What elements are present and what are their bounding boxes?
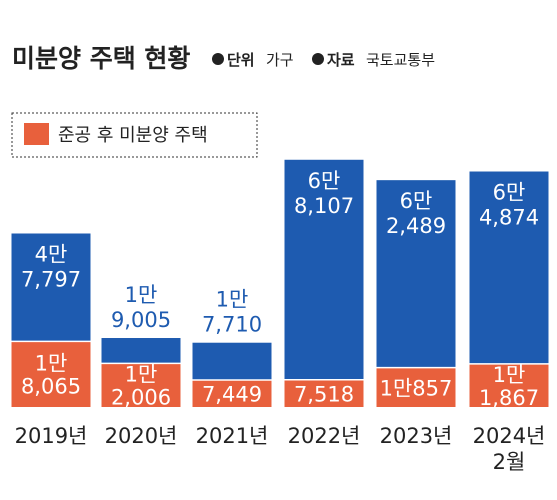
label-post-completion-2: 1만 bbox=[125, 363, 158, 387]
bar-post-completion-5 bbox=[376, 367, 456, 407]
bar-total-4 bbox=[284, 159, 364, 407]
x-tick-label: 2021년 bbox=[196, 424, 269, 448]
bar-post-completion-2 bbox=[101, 363, 181, 407]
source-key: 자료 bbox=[327, 51, 355, 69]
chart-title: 미분양 주택 현황 bbox=[12, 44, 190, 73]
unit-bullet-icon bbox=[212, 53, 224, 65]
unit-value: 가구 bbox=[266, 51, 294, 69]
label-post-completion-2: 2,006 bbox=[111, 386, 171, 410]
source-value: 국토교통부 bbox=[366, 51, 435, 69]
bar-post-completion-3 bbox=[192, 379, 272, 407]
label-total-1: 7,797 bbox=[21, 267, 81, 291]
label-post-completion-1: 1만 bbox=[35, 352, 68, 376]
x-tick-label: 2020년 bbox=[105, 424, 178, 448]
unit-key: 단위 bbox=[227, 51, 255, 69]
bar-post-completion-1 bbox=[11, 341, 91, 407]
label-post-completion-4: 7,518 bbox=[294, 382, 354, 406]
x-tick-label: 2월 bbox=[493, 450, 526, 474]
x-tick-label: 2023년 bbox=[380, 424, 453, 448]
label-post-completion-1: 8,065 bbox=[21, 375, 81, 399]
x-tick-label: 2019년 bbox=[15, 424, 88, 448]
bars: 1만8,0654만7,7971만2,0061만9,0057,4491만7,710… bbox=[11, 159, 549, 410]
label-total-2: 9,005 bbox=[111, 308, 171, 332]
label-total-2: 1만 bbox=[125, 283, 158, 307]
source-bullet-icon bbox=[312, 53, 324, 65]
label-total-5: 6만 bbox=[400, 189, 433, 213]
label-total-3: 1만 bbox=[216, 288, 249, 312]
label-total-6: 6만 bbox=[493, 181, 526, 205]
x-tick-label: 2022년 bbox=[288, 424, 361, 448]
label-post-completion-3: 7,449 bbox=[202, 382, 262, 406]
label-total-4: 8,107 bbox=[294, 194, 354, 218]
legend: 준공 후 미분양 주택 bbox=[11, 112, 258, 158]
label-total-4: 6만 bbox=[308, 169, 341, 193]
legend-box bbox=[11, 112, 258, 158]
x-tick-label: 2024년 bbox=[473, 424, 546, 448]
bar-post-completion-6 bbox=[469, 363, 549, 407]
label-post-completion-6: 1만 bbox=[493, 363, 526, 387]
label-total-5: 2,489 bbox=[386, 214, 446, 238]
label-post-completion-5: 1만857 bbox=[380, 376, 453, 400]
label-total-1: 4만 bbox=[35, 242, 68, 266]
label-total-3: 7,710 bbox=[202, 313, 262, 337]
bar-post-completion-4 bbox=[284, 379, 364, 407]
legend-label: 준공 후 미분양 주택 bbox=[58, 125, 208, 146]
label-post-completion-6: 1,867 bbox=[479, 386, 539, 410]
legend-swatch bbox=[24, 123, 49, 145]
label-total-6: 4,874 bbox=[479, 206, 539, 230]
